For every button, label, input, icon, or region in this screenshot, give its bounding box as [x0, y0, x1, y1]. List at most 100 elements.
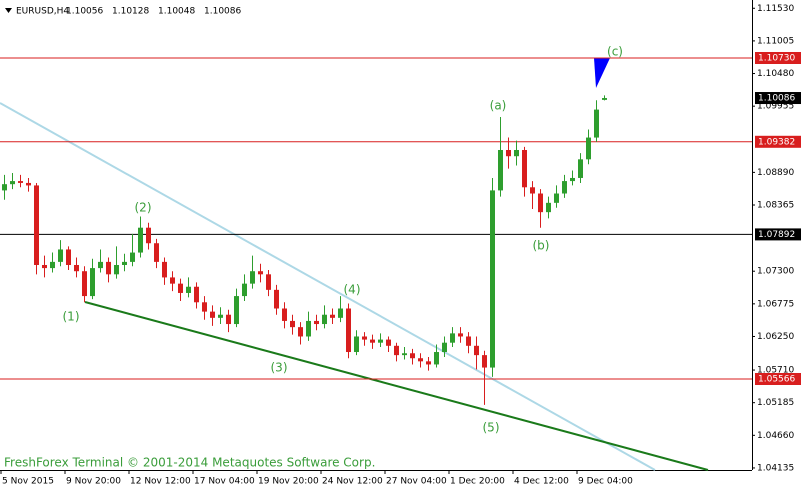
candle-body: [34, 185, 39, 265]
target-triangle: [594, 58, 610, 88]
candle-body: [210, 311, 215, 318]
level-box: [755, 51, 801, 64]
wave-label: (1): [63, 310, 80, 324]
candle-body: [522, 149, 527, 188]
candle-body: [186, 286, 191, 293]
candle-body: [602, 98, 607, 100]
wave-label: (c): [607, 45, 623, 59]
level-label: 1.10730: [758, 53, 795, 63]
candle-body: [474, 345, 479, 356]
trendline: [84, 301, 709, 471]
level-box: [755, 135, 801, 148]
candle-body: [162, 261, 167, 278]
candle-body: [394, 345, 399, 356]
candle-body: [314, 320, 319, 325]
y-tick-label: 1.10480: [757, 69, 794, 79]
candle-body: [546, 202, 551, 213]
candle-body: [426, 361, 431, 365]
wave-label: (b): [533, 239, 550, 253]
bar-high: 1.10128: [112, 7, 149, 17]
candle-body: [594, 109, 599, 138]
y-tick-label: 1.04135: [757, 463, 794, 473]
wave-label: (a): [490, 99, 507, 113]
candle-body: [74, 264, 79, 272]
y-tick-label: 1.05185: [757, 398, 794, 408]
candle-body: [138, 227, 143, 253]
candle-body: [322, 314, 327, 325]
candle-body: [490, 190, 495, 368]
x-tick-label: 5 Nov 2015: [2, 477, 54, 487]
wave-label: (4): [344, 283, 361, 297]
x-tick-label: 19 Nov 20:00: [258, 477, 319, 487]
bar-close: 1.10086: [204, 7, 241, 17]
candle-body: [18, 181, 23, 183]
candle-body: [42, 264, 47, 269]
candle-body: [130, 252, 135, 262]
candle-body: [458, 333, 463, 337]
candle-body: [290, 320, 295, 328]
candle-body: [482, 355, 487, 368]
candle-body: [202, 302, 207, 312]
candle-body: [354, 336, 359, 353]
x-tick-label: 12 Nov 12:00: [130, 477, 191, 487]
y-tick-label: 1.11005: [757, 36, 794, 46]
y-tick-label: 1.07300: [757, 267, 794, 277]
y-tick-label: 1.08890: [757, 168, 794, 178]
x-tick-label: 9 Nov 20:00: [66, 477, 121, 487]
candle-body: [498, 149, 503, 191]
candle-body: [82, 271, 87, 297]
symbol: EURUSD,H4: [16, 7, 69, 17]
candle-body: [562, 181, 567, 194]
level-box: [755, 228, 801, 241]
price-label: 1.10086: [758, 94, 795, 104]
candle-body: [250, 271, 255, 284]
wave-label: (5): [483, 421, 500, 435]
y-tick-label: 1.05710: [757, 366, 794, 376]
x-tick-label: 1 Dec 20:00: [450, 477, 505, 487]
y-tick-label: 1.06250: [757, 332, 794, 342]
candle-body: [218, 314, 223, 318]
y-tick-label: 1.06775: [757, 299, 794, 309]
candle-body: [450, 333, 455, 343]
candle-body: [114, 264, 119, 275]
wave-label: (3): [271, 361, 288, 375]
trendline: [0, 102, 656, 471]
x-tick-label: 24 Nov 12:00: [322, 477, 383, 487]
candle-body: [2, 184, 7, 191]
candle-body: [586, 137, 591, 160]
candle-body: [106, 261, 111, 275]
candle-body: [122, 261, 127, 265]
candle-body: [90, 268, 95, 297]
candle-body: [330, 314, 335, 318]
bar-open: 1.10056: [66, 7, 103, 17]
wave-label: (2): [135, 201, 152, 215]
candle-body: [530, 187, 535, 194]
x-tick-label: 4 Dec 12:00: [514, 477, 569, 487]
candle-body: [514, 149, 519, 157]
y-tick-label: 1.08365: [757, 201, 794, 211]
candle-body: [26, 182, 31, 186]
candle-body: [66, 249, 71, 265]
candle-body: [282, 308, 287, 321]
candle-body: [442, 342, 447, 353]
level-label: 1.09382: [758, 137, 795, 147]
candle-body: [386, 339, 391, 346]
candle-body: [266, 274, 271, 290]
x-tick-label: 17 Nov 04:00: [194, 477, 255, 487]
candle-body: [378, 339, 383, 343]
level-label: 1.07892: [758, 230, 795, 240]
candle-body: [50, 261, 55, 269]
candle-body: [506, 149, 511, 157]
candle-body: [306, 320, 311, 337]
candle-body: [538, 193, 543, 213]
symbol-menu[interactable]: [5, 8, 12, 13]
candle-body: [242, 283, 247, 297]
x-tick-label: 9 Dec 04:00: [578, 477, 633, 487]
candle-body: [346, 308, 351, 353]
candle-body: [146, 227, 151, 244]
candle-body: [370, 339, 375, 343]
x-tick-label: 27 Nov 04:00: [386, 477, 447, 487]
candle-body: [194, 286, 199, 303]
